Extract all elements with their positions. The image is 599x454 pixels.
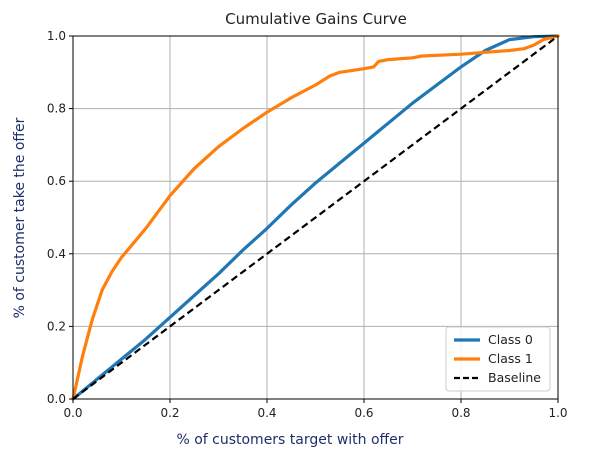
x-tick-label: 0.2 bbox=[160, 406, 179, 420]
series-layer bbox=[71, 34, 560, 401]
y-tick-label: 0.8 bbox=[47, 102, 66, 116]
y-axis-label: % of customer take the offer bbox=[12, 117, 28, 318]
y-tick-label: 0.2 bbox=[47, 319, 66, 333]
legend: Class 0 Class 1 Baseline bbox=[445, 326, 551, 392]
series-line-baseline bbox=[72, 35, 559, 400]
y-tick-label: 0.0 bbox=[47, 392, 66, 406]
x-axis-label: % of customers target with offer bbox=[176, 432, 403, 448]
plot-frame bbox=[72, 35, 559, 400]
x-tick-label: 0.8 bbox=[451, 406, 470, 420]
x-tick-label: 0.0 bbox=[63, 406, 82, 420]
x-tick-label: 1.0 bbox=[548, 406, 567, 420]
series-line-class-0 bbox=[71, 34, 560, 401]
x-tick-label: 0.6 bbox=[354, 406, 373, 420]
chart-title: Cumulative Gains Curve bbox=[225, 10, 407, 28]
y-tick-label: 1.0 bbox=[47, 29, 66, 43]
legend-label: Baseline bbox=[488, 370, 541, 385]
ticks: 0.0 0.2 0.4 0.6 0.8 1.0 0.0 0.2 0.4 0.6 0.8 1.0 bbox=[47, 29, 568, 420]
x-tick-label: 0.4 bbox=[257, 406, 276, 420]
legend-label: Class 0 bbox=[488, 332, 533, 347]
legend-label: Class 1 bbox=[488, 351, 533, 366]
legend-box bbox=[445, 326, 551, 392]
y-tick-label: 0.4 bbox=[47, 247, 66, 261]
series-line-class-1 bbox=[71, 34, 560, 401]
y-tick-label: 0.6 bbox=[47, 174, 66, 188]
